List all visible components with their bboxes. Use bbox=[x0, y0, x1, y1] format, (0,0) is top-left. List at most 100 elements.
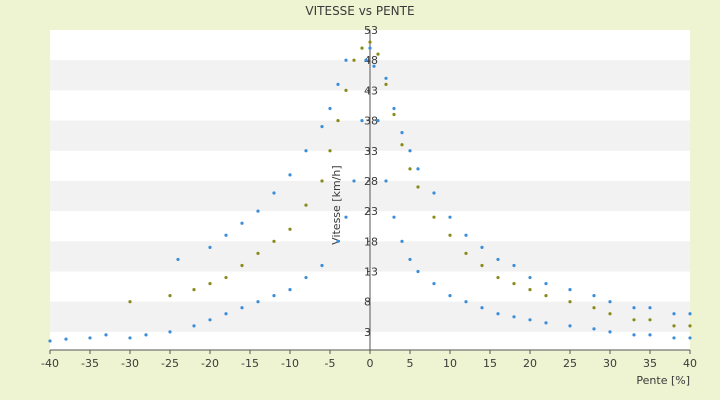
data-point bbox=[176, 257, 180, 262]
data-point bbox=[392, 106, 396, 111]
data-point bbox=[632, 333, 636, 337]
data-point bbox=[288, 288, 292, 292]
data-point bbox=[320, 125, 324, 129]
data-point bbox=[480, 306, 484, 310]
data-point bbox=[496, 275, 500, 280]
data-point bbox=[432, 215, 436, 219]
data-point bbox=[544, 294, 548, 298]
data-point bbox=[568, 300, 572, 304]
data-point bbox=[672, 324, 676, 328]
y-tick-label: 38 bbox=[364, 115, 378, 128]
x-tick-label: -5 bbox=[325, 357, 336, 370]
data-point bbox=[480, 245, 484, 249]
x-tick-label: 15 bbox=[483, 357, 497, 370]
data-point bbox=[384, 76, 388, 80]
x-tick-label: 20 bbox=[523, 357, 537, 370]
y-tick-label: 33 bbox=[364, 145, 378, 158]
x-tick-label: -25 bbox=[161, 357, 179, 370]
data-point bbox=[272, 294, 276, 298]
data-point bbox=[128, 336, 132, 340]
data-point bbox=[288, 227, 292, 231]
data-point bbox=[208, 281, 212, 286]
data-point bbox=[328, 106, 332, 111]
data-point bbox=[48, 339, 52, 343]
data-point bbox=[128, 300, 132, 304]
data-point bbox=[464, 251, 468, 255]
data-point bbox=[336, 239, 340, 243]
data-point bbox=[344, 88, 348, 92]
data-point bbox=[672, 336, 676, 340]
x-tick-label: 30 bbox=[603, 357, 617, 370]
data-point bbox=[288, 173, 292, 177]
data-point bbox=[192, 324, 196, 328]
x-tick-label: -15 bbox=[241, 357, 259, 370]
data-point bbox=[320, 263, 324, 268]
chart-title: VITESSE vs PENTE bbox=[305, 4, 414, 18]
data-point bbox=[632, 306, 636, 310]
data-point bbox=[496, 257, 500, 262]
data-point bbox=[304, 149, 308, 153]
data-point bbox=[608, 300, 612, 304]
data-point bbox=[544, 281, 548, 286]
x-tick-label: 25 bbox=[563, 357, 577, 370]
x-tick-label: -35 bbox=[81, 357, 99, 370]
data-point bbox=[448, 233, 452, 237]
data-point bbox=[592, 306, 596, 310]
data-point bbox=[608, 312, 612, 316]
y-tick-label: 48 bbox=[364, 54, 378, 67]
data-point bbox=[512, 281, 516, 286]
data-point bbox=[408, 149, 412, 153]
data-point bbox=[364, 58, 368, 62]
data-point bbox=[480, 263, 484, 268]
data-point bbox=[344, 215, 348, 219]
y-axis-label: Vitesse [km/h] bbox=[330, 165, 343, 245]
data-point bbox=[528, 318, 532, 322]
data-point bbox=[240, 221, 244, 225]
data-point bbox=[408, 167, 412, 171]
data-point bbox=[256, 209, 260, 213]
data-point bbox=[384, 82, 388, 86]
data-point bbox=[352, 58, 356, 62]
y-tick-label: 18 bbox=[364, 235, 378, 248]
data-point bbox=[368, 40, 372, 44]
data-point bbox=[648, 306, 652, 310]
data-point bbox=[400, 239, 404, 243]
data-point bbox=[496, 312, 500, 316]
y-tick-label: 8 bbox=[364, 296, 371, 309]
x-tick-label: 5 bbox=[407, 357, 414, 370]
data-point bbox=[688, 336, 692, 340]
data-point bbox=[432, 191, 436, 195]
data-point bbox=[304, 203, 308, 207]
data-point bbox=[400, 143, 404, 147]
data-point bbox=[208, 318, 212, 322]
data-point bbox=[384, 179, 388, 183]
data-point bbox=[544, 321, 548, 325]
y-tick-label: 3 bbox=[364, 326, 371, 339]
data-point bbox=[336, 82, 340, 86]
data-point bbox=[224, 275, 228, 280]
data-point bbox=[464, 233, 468, 237]
data-point bbox=[192, 288, 196, 292]
data-point bbox=[512, 315, 516, 319]
data-point bbox=[208, 245, 212, 249]
data-point bbox=[344, 58, 348, 62]
data-point bbox=[688, 324, 692, 328]
data-point bbox=[256, 251, 260, 255]
y-tick-label: 43 bbox=[364, 84, 378, 97]
data-point bbox=[528, 288, 532, 292]
data-point bbox=[64, 337, 68, 341]
x-tick-label: -10 bbox=[281, 357, 299, 370]
data-point bbox=[372, 64, 376, 68]
data-point bbox=[432, 281, 436, 286]
y-tick-label: 53 bbox=[364, 24, 378, 37]
data-point bbox=[392, 215, 396, 219]
x-tick-label: -20 bbox=[201, 357, 219, 370]
data-point bbox=[368, 46, 372, 50]
data-point bbox=[88, 336, 92, 340]
data-point bbox=[568, 288, 572, 292]
data-point bbox=[168, 294, 172, 298]
data-point bbox=[448, 294, 452, 298]
data-point bbox=[632, 318, 636, 322]
